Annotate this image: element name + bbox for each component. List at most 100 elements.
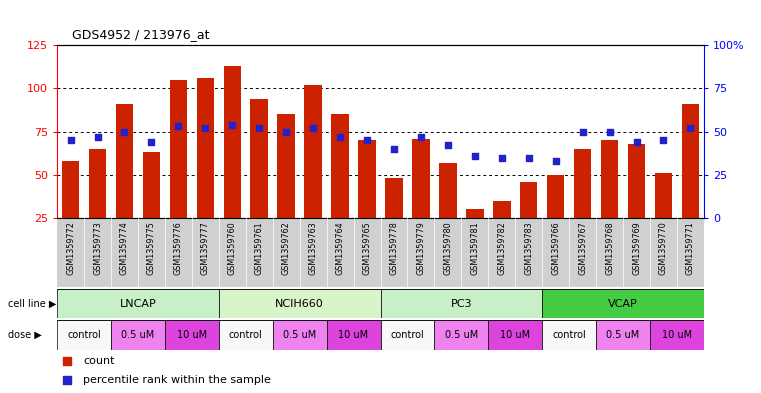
Point [307,125,319,131]
Bar [196,78,214,218]
Text: GSM1359760: GSM1359760 [228,222,237,275]
Point [172,123,184,130]
Bar [250,99,268,218]
Text: GSM1359772: GSM1359772 [66,222,75,275]
Text: count: count [83,356,114,366]
Text: GSM1359764: GSM1359764 [336,222,345,275]
Text: GSM1359780: GSM1359780 [444,222,452,275]
Text: control: control [552,330,586,340]
Bar [461,218,489,287]
Point [577,129,589,135]
Bar [57,320,111,350]
Bar [358,140,376,218]
Text: GSM1359767: GSM1359767 [578,222,587,275]
Bar [278,114,295,218]
Bar [407,218,435,287]
Bar [650,320,704,350]
Point [442,142,454,149]
Bar [304,85,322,218]
Text: GDS4952 / 213976_at: GDS4952 / 213976_at [72,28,210,41]
Bar [331,114,349,218]
Point [361,137,373,143]
Bar [435,320,489,350]
Point [388,146,400,152]
Bar [326,218,354,287]
Bar [596,218,623,287]
Text: GSM1359762: GSM1359762 [282,222,291,275]
Text: control: control [229,330,263,340]
Point [549,158,562,164]
Point [253,125,266,131]
Bar [224,66,241,218]
Text: NCIH660: NCIH660 [275,299,324,309]
Bar [623,218,650,287]
Bar [543,320,596,350]
Text: GSM1359766: GSM1359766 [551,222,560,275]
Text: GSM1359770: GSM1359770 [659,222,668,275]
Text: LNCAP: LNCAP [119,299,156,309]
Text: GSM1359778: GSM1359778 [390,222,399,275]
Point [334,134,346,140]
Bar [543,218,569,287]
Bar [165,218,192,287]
Point [145,139,158,145]
Text: PC3: PC3 [451,299,472,309]
Bar [142,152,160,218]
Bar [300,218,326,287]
Point [523,154,535,161]
Bar [380,320,435,350]
Bar [412,139,430,218]
Point [226,121,238,128]
Point [469,153,481,159]
Bar [272,320,326,350]
Text: 0.5 uM: 0.5 uM [607,330,640,340]
Bar [650,218,677,287]
Text: 0.5 uM: 0.5 uM [283,330,317,340]
Bar [111,320,165,350]
Text: GSM1359763: GSM1359763 [309,222,317,275]
Bar [520,182,537,218]
Bar [654,173,672,218]
Bar [466,209,483,218]
Bar [385,178,403,218]
Point [61,358,73,364]
Bar [138,218,165,287]
Bar [57,218,84,287]
Bar [515,218,543,287]
Bar [493,201,511,218]
Bar [89,149,107,218]
Text: 10 uM: 10 uM [177,330,207,340]
Text: GSM1359761: GSM1359761 [255,222,264,275]
Text: percentile rank within the sample: percentile rank within the sample [83,375,271,385]
Point [119,129,131,135]
Text: VCAP: VCAP [608,299,638,309]
Text: 0.5 uM: 0.5 uM [121,330,154,340]
Text: 10 uM: 10 uM [500,330,530,340]
Bar [116,104,133,218]
Text: GSM1359769: GSM1359769 [632,222,641,275]
Text: GSM1359779: GSM1359779 [416,222,425,275]
Text: GSM1359776: GSM1359776 [174,222,183,275]
Bar [272,218,300,287]
Point [630,139,642,145]
Bar [628,144,645,218]
Bar [219,218,246,287]
Bar [219,289,380,318]
Text: GSM1359765: GSM1359765 [362,222,371,275]
Bar [543,289,704,318]
Text: GSM1359782: GSM1359782 [497,222,506,275]
Bar [380,218,407,287]
Text: dose ▶: dose ▶ [8,330,41,340]
Bar [219,320,272,350]
Bar [354,218,380,287]
Bar [596,320,650,350]
Text: 10 uM: 10 uM [339,330,368,340]
Point [684,125,696,131]
Bar [170,80,187,218]
Text: control: control [67,330,101,340]
Bar [84,218,111,287]
Bar [111,218,138,287]
Text: GSM1359774: GSM1359774 [120,222,129,275]
Point [658,137,670,143]
Bar [435,218,461,287]
